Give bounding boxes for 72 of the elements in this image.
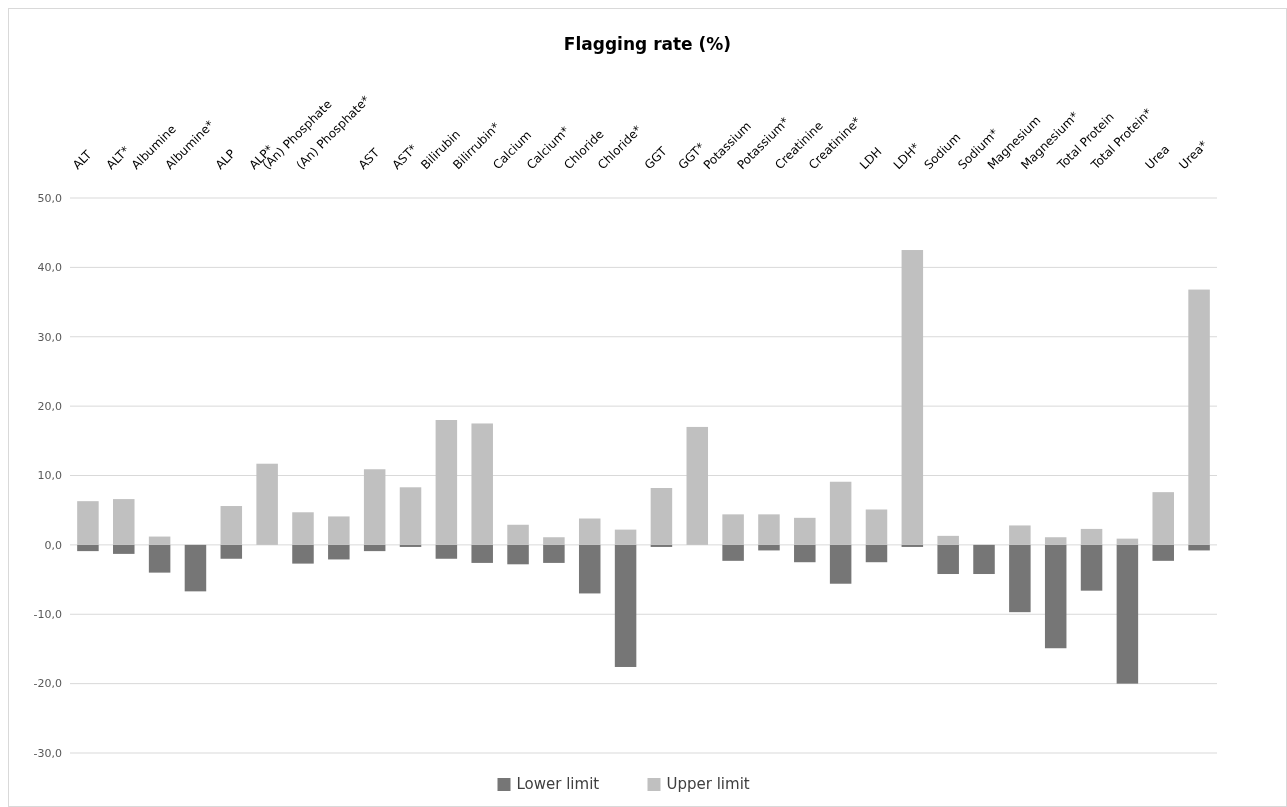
bar — [328, 516, 350, 545]
bar — [543, 544, 565, 563]
bar — [471, 423, 493, 545]
y-tick-label: -10,0 — [33, 608, 62, 622]
bar — [507, 524, 529, 545]
bar — [113, 499, 135, 545]
bar — [292, 512, 314, 545]
bar — [794, 517, 816, 545]
y-tick-label: -20,0 — [33, 677, 62, 691]
bar — [1188, 289, 1210, 545]
bar — [328, 544, 350, 560]
bar — [256, 463, 278, 545]
y-tick-label: 20,0 — [37, 399, 62, 413]
bar — [650, 487, 673, 545]
bar — [578, 518, 601, 545]
bar — [399, 487, 422, 545]
bar — [686, 426, 709, 545]
bar — [1080, 544, 1103, 591]
bar — [578, 544, 601, 594]
bar — [1009, 525, 1031, 545]
bar — [113, 544, 135, 554]
bar — [1080, 528, 1103, 545]
bar — [1116, 538, 1139, 545]
bar — [722, 544, 744, 561]
bar — [865, 509, 888, 545]
bar — [650, 544, 673, 547]
bar — [1009, 544, 1031, 613]
bar — [77, 501, 99, 545]
bar — [865, 544, 888, 563]
bar — [973, 544, 995, 575]
bar — [292, 544, 314, 564]
bar — [1116, 544, 1139, 684]
bar — [543, 537, 565, 545]
bar — [507, 544, 529, 565]
bar — [1044, 537, 1067, 545]
bar — [77, 544, 99, 552]
bar — [435, 544, 458, 559]
bar — [148, 536, 171, 545]
bar — [1152, 492, 1174, 545]
y-tick-label: 10,0 — [37, 469, 62, 483]
bar — [399, 544, 422, 547]
chart-title: Flagging rate (%) — [563, 34, 732, 54]
y-tick-label: 40,0 — [37, 261, 62, 275]
bar — [1188, 544, 1210, 551]
bar — [901, 250, 924, 545]
y-tick-label: 30,0 — [37, 330, 62, 344]
bar — [1044, 544, 1067, 649]
bar — [148, 544, 171, 573]
bar — [901, 544, 924, 547]
bar — [435, 420, 458, 545]
bar — [794, 544, 816, 563]
bar — [937, 544, 959, 575]
y-tick-label: 50,0 — [37, 191, 62, 205]
bar — [829, 481, 852, 545]
bar — [614, 529, 637, 545]
bar — [220, 506, 243, 545]
bar — [363, 469, 386, 545]
bar — [471, 544, 493, 563]
bar — [758, 514, 780, 545]
bar — [1152, 544, 1174, 561]
legend-label: Lower limit — [516, 775, 600, 793]
y-tick-label: -30,0 — [33, 746, 62, 760]
bar — [829, 544, 852, 584]
bar — [184, 544, 207, 592]
bar — [220, 544, 243, 559]
bar — [363, 544, 386, 552]
bar — [722, 514, 744, 545]
bar — [614, 544, 637, 667]
bar — [758, 544, 780, 551]
legend-label: Upper limit — [666, 775, 750, 793]
bar — [937, 535, 959, 545]
y-tick-label: 0,0 — [44, 538, 62, 552]
